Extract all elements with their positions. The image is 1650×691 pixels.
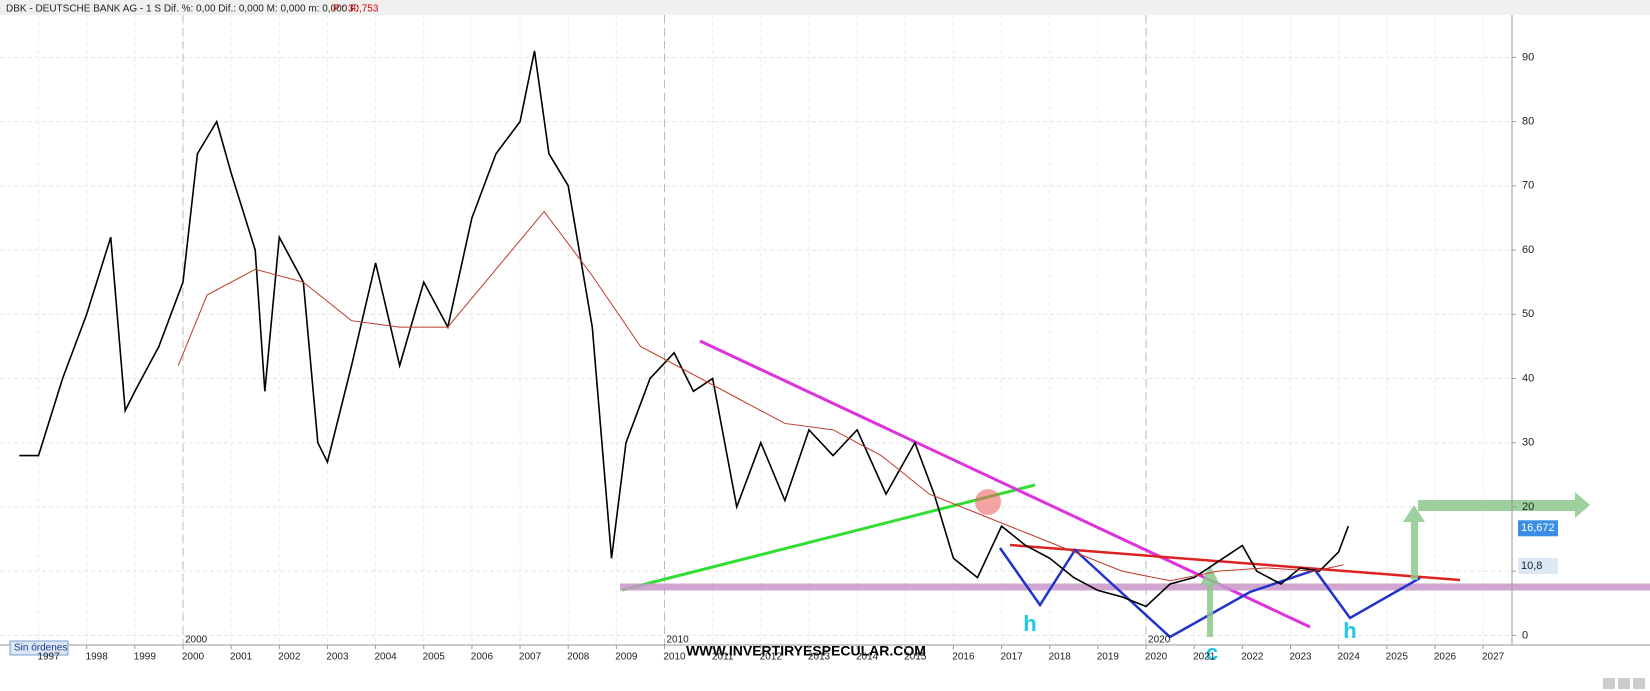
x-tick-label: 2008 — [567, 652, 590, 663]
x-tick-label: 2010 — [663, 652, 686, 663]
x-tick-label: 2011 — [712, 652, 734, 663]
price-tag — [1518, 558, 1558, 575]
x-tick-label: 1997 — [37, 652, 60, 663]
x-tick-label: 2003 — [326, 652, 349, 663]
x-tick-label: 2023 — [1289, 652, 1312, 663]
decade-label: 2010 — [667, 635, 690, 646]
toolbar-button[interactable] — [1618, 678, 1630, 689]
x-tick-label: 2004 — [374, 652, 397, 663]
x-tick-label: 2021 — [1193, 652, 1216, 663]
status: Sin órdenes — [14, 643, 67, 654]
x-tick-label: 2020 — [1145, 652, 1168, 663]
x-tick-label: 2019 — [1097, 652, 1120, 663]
highlight — [975, 489, 1001, 515]
header: DBK - DEUTSCHE BANK AG - 1 S Dif. %: 0,0… — [6, 4, 359, 15]
x-tick-label: 1998 — [86, 652, 109, 663]
x-tick-label: 1999 — [134, 652, 157, 663]
header-bar — [0, 0, 1650, 15]
y-tick-label: 20 — [1522, 501, 1534, 513]
x-tick-label: 2001 — [230, 652, 253, 663]
x-tick-label: 2000 — [182, 652, 205, 663]
x-tick-label: 2025 — [1386, 652, 1409, 663]
grid — [0, 15, 1512, 645]
x-tick-label: 2006 — [471, 652, 494, 663]
x-tick-label: 2013 — [808, 652, 831, 663]
y-tick-label: 60 — [1522, 244, 1534, 256]
x-tick-label: 2007 — [519, 652, 542, 663]
y-tick-label: 30 — [1522, 437, 1534, 449]
x-tick-label: 2022 — [1241, 652, 1264, 663]
plot — [19, 50, 1350, 608]
toolbar-button[interactable] — [1633, 678, 1645, 689]
annotation: h — [1343, 618, 1356, 643]
price-tag-label: 16,672 — [1521, 522, 1555, 534]
x-tick-label: 2002 — [278, 652, 301, 663]
x-tick-label: 2027 — [1482, 652, 1505, 663]
y-tick-label: 40 — [1522, 372, 1534, 384]
x-tick-label: 2026 — [1434, 652, 1457, 663]
toolbar — [1603, 678, 1645, 689]
x-tick-label: 2015 — [904, 652, 927, 663]
x-tick-label: 2009 — [615, 652, 638, 663]
price-tag — [1518, 520, 1558, 537]
x-tick-label: 2005 — [423, 652, 446, 663]
price-line — [19, 50, 1350, 608]
neckline — [1009, 543, 1461, 582]
y-tick-label: 50 — [1522, 308, 1534, 320]
x-tick-label: 2017 — [1000, 652, 1023, 663]
decade-label: 2020 — [1148, 635, 1171, 646]
y-tick-label: 70 — [1522, 180, 1534, 192]
target-arrows — [1200, 492, 1590, 637]
x-tick-label: 2018 — [1049, 652, 1072, 663]
x-tick-label: 2014 — [856, 652, 879, 663]
price-tag-label: 10,8 — [1521, 560, 1542, 572]
y-tick-label: 90 — [1522, 51, 1534, 63]
last-price: P : 30,753 — [333, 4, 379, 15]
y-tick-label: 80 — [1522, 116, 1534, 128]
annotation: h — [1023, 611, 1036, 636]
annotation: c — [1206, 640, 1218, 665]
x-tick-label: 2012 — [760, 652, 783, 663]
y-tick-label: 0 — [1522, 629, 1528, 641]
x-tick-label: 2024 — [1338, 652, 1361, 663]
toolbar-button[interactable] — [1603, 678, 1615, 689]
watermark: WWW.INVERTIRYESPECULAR.COM — [686, 643, 926, 659]
x-tick-label: 2016 — [952, 652, 975, 663]
price-line — [177, 210, 1344, 582]
support-trendline — [621, 483, 1036, 592]
decade-label: 2000 — [185, 635, 208, 646]
